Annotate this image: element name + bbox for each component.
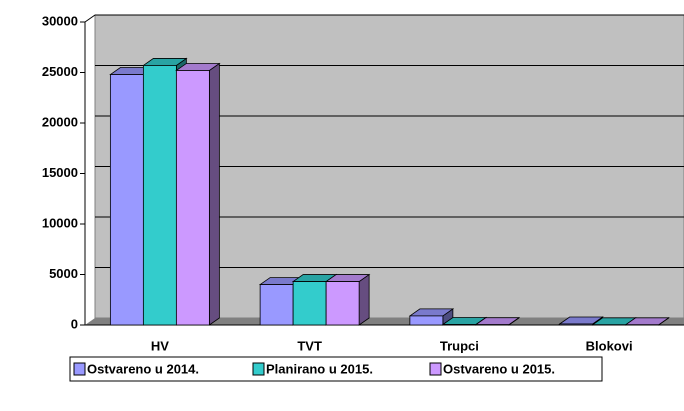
y-tick-label: 25000 — [42, 64, 78, 79]
bar-side — [358, 273, 370, 326]
floor — [85, 318, 684, 325]
bar — [175, 70, 210, 326]
legend — [69, 356, 603, 382]
x-tick-label: HV — [151, 338, 169, 353]
bar — [292, 281, 327, 326]
y-tick-label: 30000 — [42, 13, 78, 28]
legend-swatch — [73, 362, 86, 376]
y-tick-label: 10000 — [42, 215, 78, 230]
bar — [325, 281, 360, 326]
bar — [442, 324, 477, 326]
bar — [109, 74, 144, 326]
legend-label: Planirano u 2015. — [266, 361, 373, 376]
bar — [142, 65, 177, 326]
x-tick-label: Blokovi — [586, 338, 633, 353]
legend-label: Ostvareno u 2015. — [443, 361, 555, 376]
y-tick-label: 0 — [71, 316, 78, 331]
y-tick-label: 15000 — [42, 165, 78, 180]
x-tick-label: Trupci — [440, 338, 479, 353]
bar-side — [208, 62, 220, 326]
y-tick-label: 5000 — [49, 266, 78, 281]
bar — [559, 323, 594, 326]
axis-edge — [84, 14, 96, 23]
x-tick-label: TVT — [297, 338, 322, 353]
y-tick-label: 20000 — [42, 114, 78, 129]
bar — [409, 315, 444, 326]
bar — [259, 284, 294, 326]
legend-swatch — [252, 362, 265, 376]
legend-swatch — [429, 362, 442, 376]
legend-label: Ostvareno u 2014. — [87, 361, 199, 376]
